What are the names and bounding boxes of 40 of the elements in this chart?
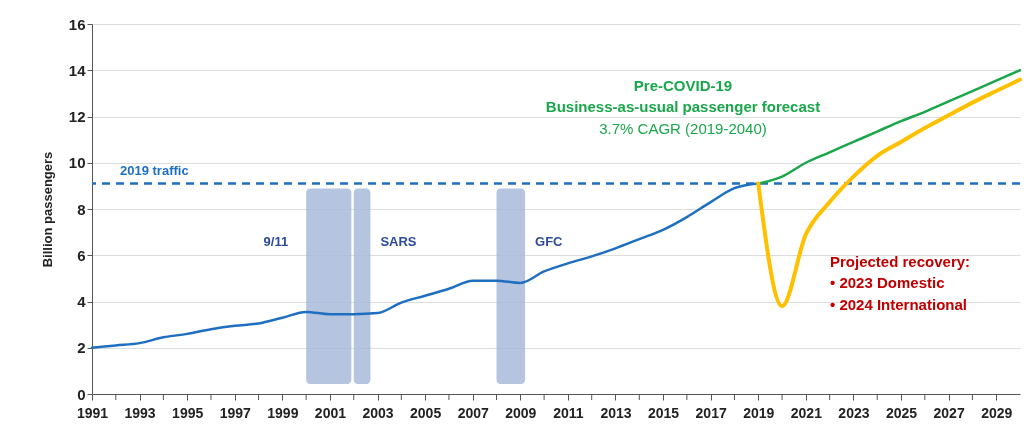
band-label: SARS xyxy=(380,234,417,249)
band-label: 9/11 xyxy=(263,234,289,249)
x-tick-label: 2011 xyxy=(553,404,584,421)
x-tick-label: 2021 xyxy=(790,404,823,421)
annotation: • 2024 International xyxy=(830,296,967,313)
annotation: Projected recovery: xyxy=(830,253,971,270)
x-tick-label: 2003 xyxy=(362,404,394,421)
y-tick-label: 4 xyxy=(77,293,87,310)
y-tick-label: 12 xyxy=(68,108,86,125)
y-tick-label: 0 xyxy=(77,385,86,403)
x-tick-label: 1999 xyxy=(267,404,299,421)
y-tick-label: 6 xyxy=(77,246,86,264)
annotation: • 2023 Domestic xyxy=(830,274,945,291)
y-tick-label: 8 xyxy=(77,200,86,218)
x-tick-label: 2007 xyxy=(457,404,489,421)
band-label: GFC xyxy=(535,234,564,249)
y-axis-title: Billion passengers xyxy=(39,151,55,268)
x-tick-label: 2015 xyxy=(648,404,680,421)
annotation: 3.7% CAGR (2019-2040) xyxy=(599,120,767,137)
y-tick-label: 16 xyxy=(68,15,86,33)
x-tick-label: 2025 xyxy=(885,404,918,421)
x-tick-label: 1995 xyxy=(172,404,204,421)
x-tick-label: 2005 xyxy=(410,404,442,421)
ref-line-label: 2019 traffic xyxy=(120,162,189,178)
x-tick-label: 2001 xyxy=(314,404,347,421)
x-tick-label: 2019 xyxy=(743,404,775,421)
y-tick-label: 2 xyxy=(77,339,86,357)
y-tick-label: 14 xyxy=(68,61,87,79)
y-tick-label: 10 xyxy=(68,154,86,172)
x-tick-label: 2017 xyxy=(695,404,727,421)
x-tick-label: 1991 xyxy=(76,404,109,421)
annotation: Business-as-usual passenger forecast xyxy=(545,98,821,115)
x-tick-label: 1993 xyxy=(124,404,156,421)
x-tick-label: 2009 xyxy=(505,404,537,421)
x-tick-label: 2013 xyxy=(600,404,632,421)
x-tick-label: 2027 xyxy=(933,404,965,421)
x-tick-label: 2029 xyxy=(981,404,1013,421)
annotation: Pre-COVID-19 xyxy=(633,77,733,94)
x-tick-label: 1997 xyxy=(219,404,252,421)
x-tick-label: 2023 xyxy=(838,404,870,421)
